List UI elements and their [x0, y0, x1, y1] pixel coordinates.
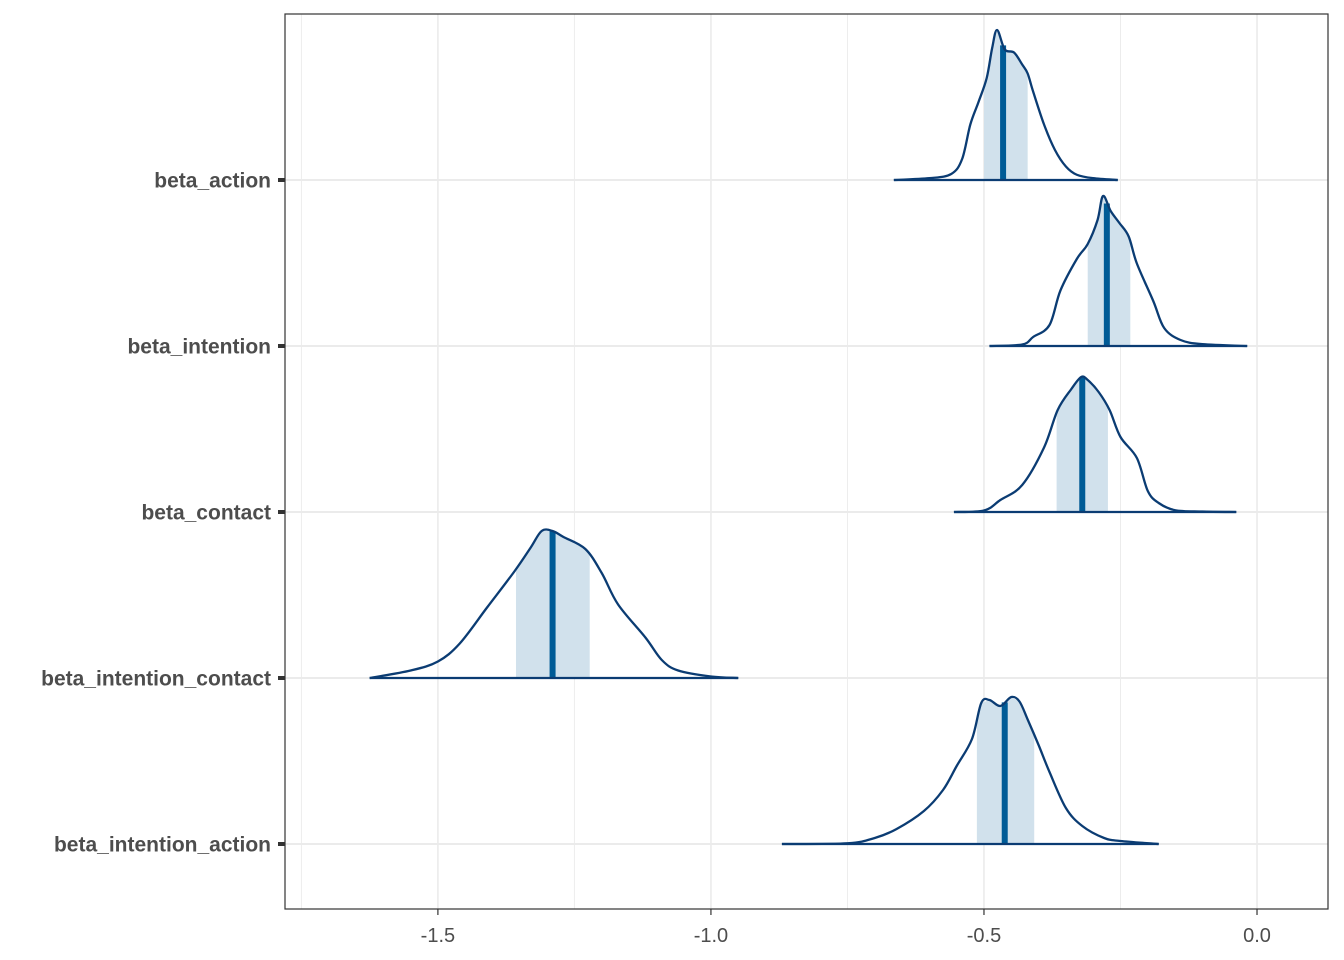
y-tick-label: beta_contact	[141, 502, 271, 525]
panel-border	[284, 13, 1329, 910]
ridge-beta-intention-action	[781, 695, 1159, 846]
density-curve	[369, 528, 739, 680]
density-curve	[893, 28, 1118, 182]
y-tick-label: beta_action	[154, 170, 271, 193]
x-tick-label: -1.0	[694, 925, 728, 947]
y-tick-label: beta_intention_action	[54, 834, 271, 857]
x-tick-label: -0.5	[967, 925, 1001, 947]
ridges	[369, 28, 1248, 846]
density-curve	[989, 194, 1248, 348]
x-tick-label: -1.5	[421, 925, 455, 947]
ridge-beta-action	[893, 28, 1118, 182]
x-tick-label: 0.0	[1243, 925, 1271, 947]
x-axis: -1.5 -1.0 -0.5 0.0	[421, 909, 1271, 947]
y-tick-label: beta_intention_contact	[41, 668, 271, 691]
y-axis: beta_action beta_intention beta_contactbet…	[41, 170, 285, 857]
ridge-beta-contact	[953, 375, 1237, 514]
density-curve	[781, 695, 1159, 846]
y-tick-label: beta_intention	[127, 336, 271, 359]
ridge-beta-intention	[989, 194, 1248, 348]
ridge-beta-intention-contact	[369, 528, 739, 680]
density-curve	[953, 375, 1237, 514]
